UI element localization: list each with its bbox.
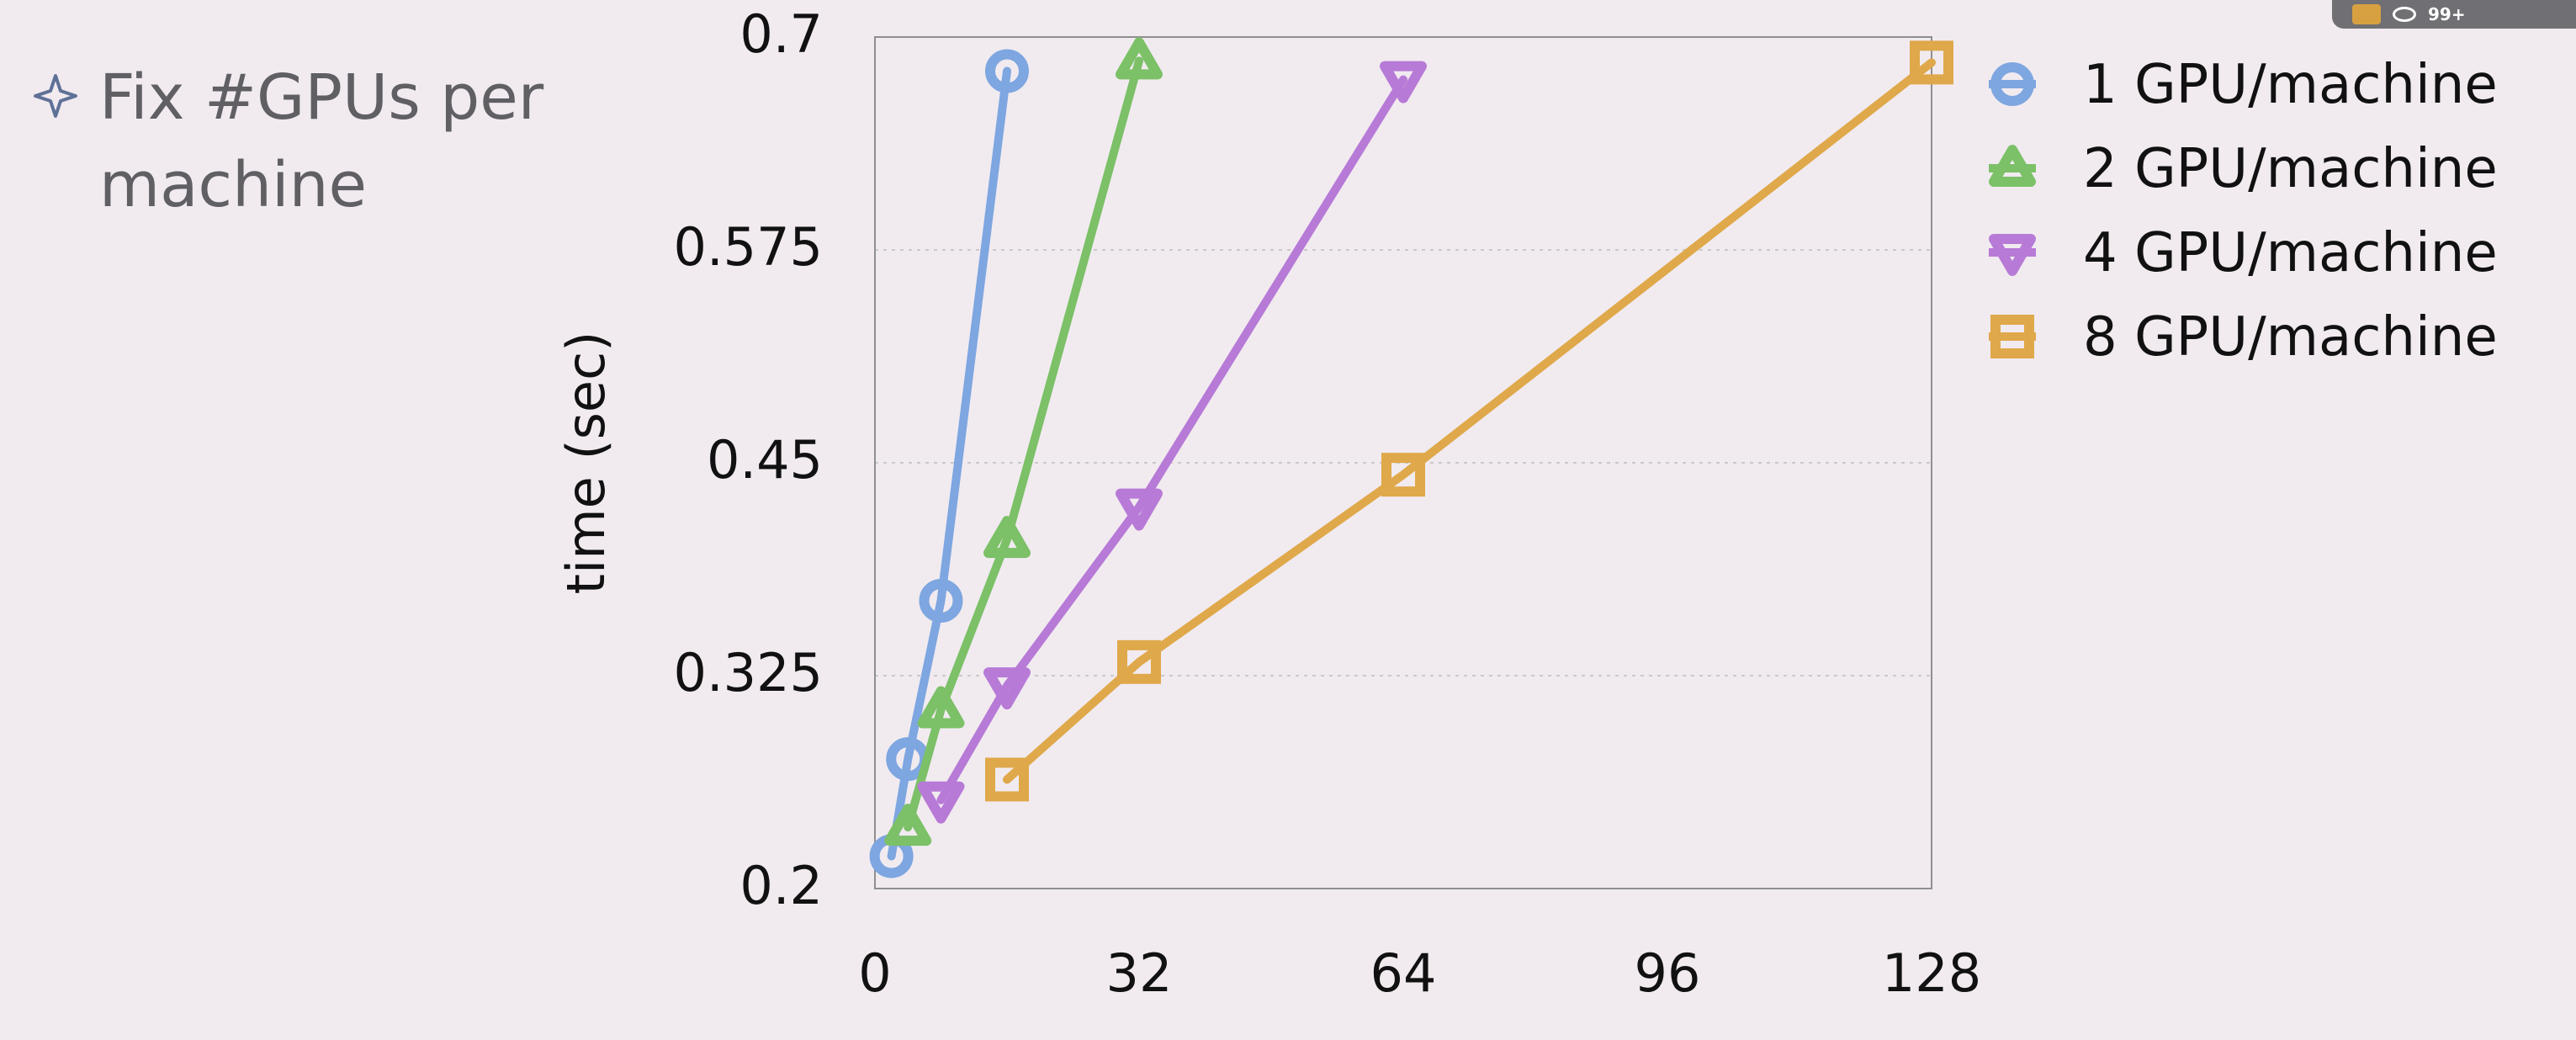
x-tick-label: 64 [1370, 942, 1437, 1004]
legend-item: 2 GPU/machine [1989, 138, 2498, 200]
series-line-1 [887, 66, 1011, 861]
x-tick-label: 96 [1635, 942, 1701, 1004]
data-point-2-1 [884, 804, 932, 846]
data-point-1-4 [985, 49, 1029, 93]
data-point-2-4 [1116, 37, 1163, 80]
series-2 [884, 37, 1163, 846]
data-point-3-4 [1380, 61, 1427, 103]
y-tick-label: 0.325 [674, 642, 824, 703]
bullet-text: Fix #GPUs per machine [99, 61, 544, 221]
legend-label: 1 GPU/machine [2083, 54, 2498, 116]
top-right-overlay: 99+ [2332, 0, 2576, 29]
notification-count: 99+ [2428, 4, 2466, 24]
legend-label: 8 GPU/machine [2083, 306, 2498, 369]
x-tick-label: 128 [1882, 942, 1981, 1004]
legend-marker [1989, 145, 2036, 187]
axis-ticks: 0.2 0.325 0.45 0.575 0.7 0 32 64 96 128 [674, 3, 1982, 1004]
y-axis-label: time (sec) [555, 332, 617, 595]
series-3 [917, 61, 1427, 824]
legend-marker [1990, 315, 2034, 358]
y-tick-label: 0.575 [674, 216, 824, 278]
sparkle-icon [34, 74, 77, 118]
legend-label: 4 GPU/machine [2083, 222, 2498, 284]
series-line-3 [936, 75, 1407, 804]
data-point-2-3 [983, 516, 1031, 559]
orange-badge-icon [2352, 4, 2381, 24]
legend-label: 2 GPU/machine [2083, 138, 2498, 200]
legend-item: 8 GPU/machine [1989, 306, 2498, 369]
grid-lines [875, 36, 1932, 677]
x-tick-label: 32 [1106, 942, 1173, 1004]
plot-frame [874, 36, 1932, 889]
series-1 [869, 49, 1029, 878]
data-point-3-3 [1116, 488, 1163, 531]
data-point-4-2 [1117, 639, 1161, 684]
series-layer [869, 37, 1953, 878]
data-point-4-1 [985, 757, 1029, 802]
legend: 1 GPU/machine 2 GPU/machine 4 GPU/machine 8… [1989, 54, 2498, 369]
legend-marker [1989, 234, 2036, 276]
series-line-2 [904, 56, 1143, 832]
data-point-4-3 [1381, 453, 1425, 497]
y-tick-label: 0.7 [739, 3, 823, 65]
bullet-point: Fix #GPUs per machine [32, 54, 554, 229]
chat-bubble-icon [2393, 7, 2416, 22]
legend-marker [1990, 62, 2034, 106]
y-tick-label: 0.2 [739, 855, 823, 916]
series-4 [985, 40, 1953, 802]
legend-item: 1 GPU/machine [1989, 54, 2498, 116]
data-point-3-2 [983, 667, 1031, 710]
data-point-4-4 [1910, 40, 1953, 85]
x-tick-label: 0 [858, 942, 891, 1004]
data-point-1-3 [919, 578, 963, 623]
data-point-2-2 [917, 686, 965, 729]
y-tick-label: 0.45 [707, 429, 823, 491]
series-line-4 [1003, 58, 1936, 784]
legend-item: 4 GPU/machine [1989, 222, 2498, 284]
data-point-3-1 [917, 781, 965, 824]
